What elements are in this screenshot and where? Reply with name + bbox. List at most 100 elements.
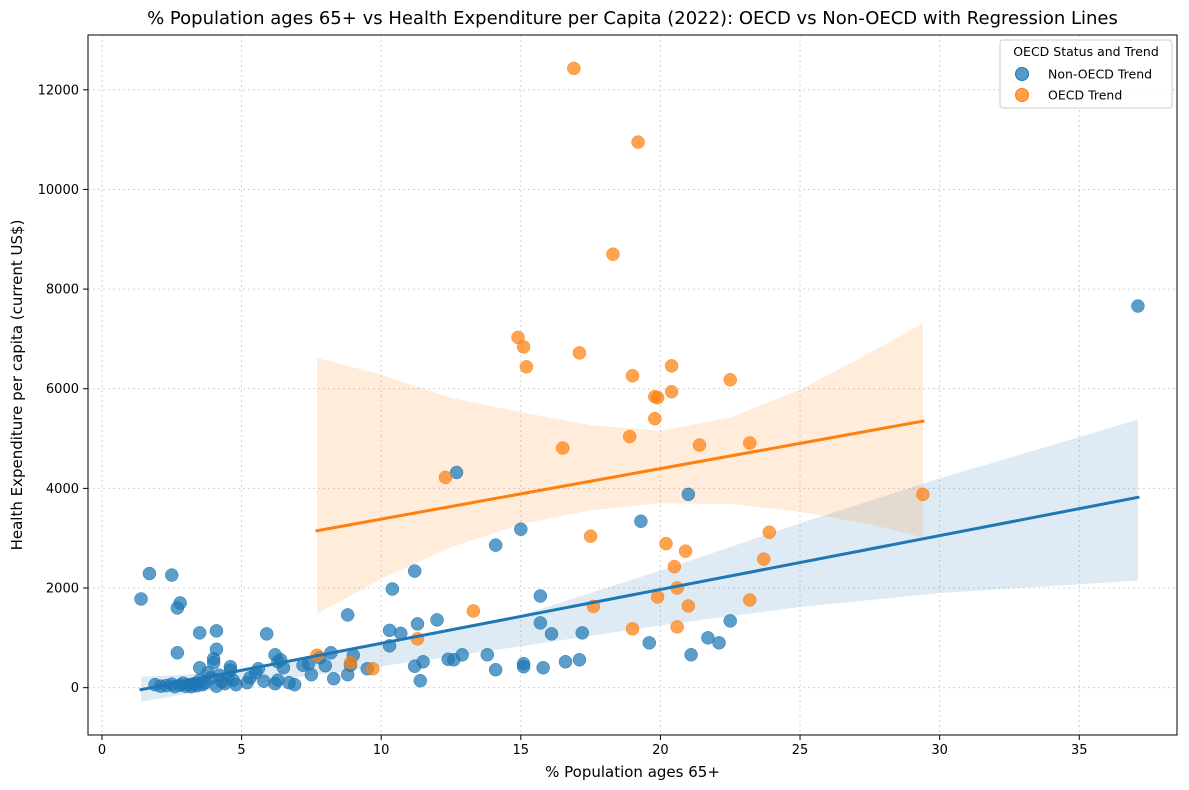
data-point-series-0 xyxy=(382,623,397,638)
data-point-series-1 xyxy=(572,346,587,360)
x-tick-label: 30 xyxy=(931,743,948,758)
data-point-series-0 xyxy=(536,660,550,675)
data-point-series-1 xyxy=(516,340,531,354)
data-point-series-1 xyxy=(567,61,581,76)
data-point-series-0 xyxy=(326,671,341,686)
data-point-series-0 xyxy=(575,626,589,640)
data-point-series-0 xyxy=(173,596,187,610)
data-point-series-1 xyxy=(756,552,771,566)
y-tick-label: 10000 xyxy=(38,183,79,198)
data-point-series-1 xyxy=(466,604,481,618)
data-point-series-1 xyxy=(678,544,693,558)
data-point-series-0 xyxy=(257,674,271,688)
x-axis-title: % Population ages 65+ xyxy=(545,763,720,781)
data-point-series-0 xyxy=(514,522,528,536)
data-point-series-1 xyxy=(343,656,358,670)
data-point-series-1 xyxy=(667,559,682,574)
data-point-series-1 xyxy=(555,441,570,455)
legend-marker-oecd xyxy=(1015,88,1029,102)
data-point-series-1 xyxy=(692,438,707,452)
data-point-series-0 xyxy=(701,631,715,645)
data-point-series-0 xyxy=(712,636,726,650)
data-point-series-1 xyxy=(648,411,662,426)
y-tick-label: 2000 xyxy=(46,582,79,597)
x-tick-label: 35 xyxy=(1071,743,1088,758)
data-point-series-1 xyxy=(762,525,777,539)
data-point-series-0 xyxy=(416,655,430,669)
data-point-series-0 xyxy=(229,677,243,692)
data-point-series-0 xyxy=(516,659,531,674)
regression-line-series-0 xyxy=(139,495,1140,692)
y-tick-label: 8000 xyxy=(46,283,79,298)
y-axis-title: Health Expenditure per capita (current U… xyxy=(8,220,26,551)
y-tick-label: 12000 xyxy=(38,83,79,98)
data-point-series-0 xyxy=(544,627,559,641)
data-point-series-0 xyxy=(142,566,157,581)
data-point-series-0 xyxy=(455,648,469,662)
data-point-series-0 xyxy=(209,624,224,638)
data-point-series-0 xyxy=(684,648,698,662)
data-point-series-0 xyxy=(165,568,179,582)
legend: OECD Status and Trend Non-OECD Trend OEC… xyxy=(999,39,1173,109)
data-point-series-0 xyxy=(271,673,285,687)
legend-label-non-oecd: Non-OECD Trend xyxy=(1048,67,1152,82)
data-point-series-0 xyxy=(558,655,573,669)
data-point-series-0 xyxy=(1131,299,1145,313)
regression-line-series-1 xyxy=(315,419,925,533)
data-point-series-0 xyxy=(533,589,548,603)
data-point-series-0 xyxy=(385,582,400,596)
legend-title: OECD Status and Trend xyxy=(1013,44,1159,59)
data-point-series-1 xyxy=(583,529,598,543)
data-point-series-0 xyxy=(304,667,319,682)
data-point-series-0 xyxy=(488,662,503,677)
data-point-series-0 xyxy=(533,616,548,630)
data-point-series-0 xyxy=(318,658,333,673)
x-tick-label: 15 xyxy=(513,743,530,758)
legend-label-oecd: OECD Trend xyxy=(1048,88,1122,103)
data-point-series-0 xyxy=(340,608,355,622)
plot-area: 0 5 10 15 20 25 30 35 0 2000 4000 6000 8000 10000 1200… xyxy=(38,34,1178,758)
data-point-series-0 xyxy=(430,613,444,627)
data-point-series-0 xyxy=(449,465,464,480)
data-point-series-0 xyxy=(723,614,737,628)
data-point-series-1 xyxy=(743,593,757,607)
x-tick-label: 20 xyxy=(652,743,669,758)
confidence-band-series-1 xyxy=(316,323,923,614)
x-tick-label: 5 xyxy=(237,743,245,758)
data-point-series-0 xyxy=(642,636,657,650)
data-point-series-0 xyxy=(572,653,587,667)
data-point-series-1 xyxy=(664,359,679,373)
data-point-series-1 xyxy=(606,247,620,261)
data-point-series-0 xyxy=(206,652,221,666)
data-point-series-0 xyxy=(259,627,274,641)
data-point-series-0 xyxy=(480,648,495,662)
x-tick-label: 0 xyxy=(98,743,106,758)
plot-frame xyxy=(87,34,1178,736)
legend-box xyxy=(999,39,1173,109)
data-point-series-0 xyxy=(192,660,207,675)
data-point-series-0 xyxy=(410,617,425,631)
data-point-series-1 xyxy=(664,384,679,399)
x-tick-label: 25 xyxy=(792,743,809,758)
data-point-series-0 xyxy=(287,677,302,692)
data-point-series-1 xyxy=(650,390,665,405)
data-point-series-1 xyxy=(723,373,737,387)
data-point-series-1 xyxy=(916,487,930,502)
data-point-series-1 xyxy=(438,470,453,485)
data-point-series-0 xyxy=(488,538,503,552)
data-point-series-1 xyxy=(659,536,673,551)
data-point-series-1 xyxy=(366,661,380,676)
data-point-series-1 xyxy=(670,620,684,634)
data-point-series-1 xyxy=(681,599,696,613)
data-point-series-0 xyxy=(407,564,422,578)
y-tick-label: 6000 xyxy=(46,382,79,397)
data-point-series-1 xyxy=(625,622,640,636)
y-tick-label: 4000 xyxy=(46,482,79,497)
x-tick-label: 10 xyxy=(373,743,390,758)
data-point-series-1 xyxy=(631,135,645,149)
legend-marker-non-oecd xyxy=(1015,67,1029,81)
data-point-series-1 xyxy=(743,436,757,450)
data-point-series-0 xyxy=(134,592,148,606)
